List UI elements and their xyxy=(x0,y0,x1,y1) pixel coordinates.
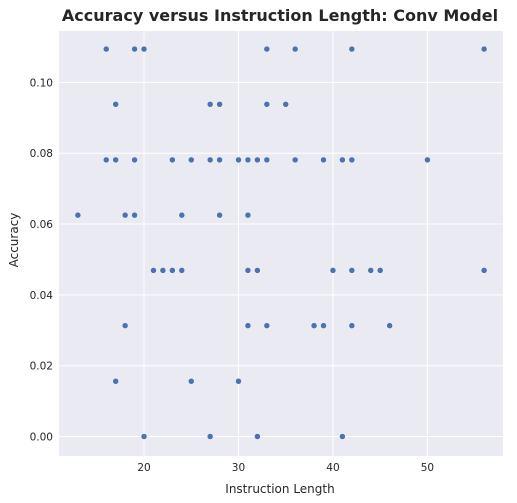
data-point xyxy=(178,267,186,274)
data-point xyxy=(169,156,176,164)
data-point xyxy=(131,156,138,164)
data-point xyxy=(206,156,214,164)
data-point xyxy=(367,267,374,274)
data-point xyxy=(282,101,289,108)
x-tick-label: 40 xyxy=(326,462,339,474)
data-point xyxy=(348,267,356,274)
data-point xyxy=(178,211,186,219)
data-point xyxy=(121,211,129,219)
data-point xyxy=(480,267,488,274)
data-point xyxy=(140,433,148,440)
data-point xyxy=(348,322,356,329)
data-point xyxy=(291,156,299,164)
data-point xyxy=(424,156,431,164)
x-tick-label: 20 xyxy=(137,462,150,474)
plot-area xyxy=(59,31,503,456)
data-point xyxy=(254,267,261,274)
x-tick-labels: 20 30 40 50 xyxy=(137,462,434,474)
data-point xyxy=(263,156,271,164)
data-point xyxy=(121,322,129,329)
data-point xyxy=(244,156,252,164)
y-tick-label: 0.00 xyxy=(30,432,53,444)
data-point xyxy=(244,267,252,274)
x-tick-label: 50 xyxy=(421,462,434,474)
data-point xyxy=(102,45,110,53)
data-point xyxy=(244,322,252,329)
data-point xyxy=(188,156,195,164)
data-point xyxy=(169,267,176,274)
data-point xyxy=(244,211,252,219)
data-point xyxy=(348,45,356,53)
y-tick-label: 0.04 xyxy=(30,290,54,302)
data-point xyxy=(150,267,157,274)
data-point xyxy=(216,156,223,164)
data-point xyxy=(206,433,214,440)
data-point xyxy=(159,267,167,274)
data-point xyxy=(263,101,271,108)
data-point xyxy=(320,156,327,164)
data-point xyxy=(254,433,261,440)
chart-title: Accuracy versus Instruction Length: Conv… xyxy=(62,6,498,25)
y-tick-label: 0.06 xyxy=(30,219,54,231)
data-point xyxy=(386,322,393,329)
data-point xyxy=(112,101,119,108)
x-tick-label: 30 xyxy=(232,462,245,474)
data-point xyxy=(235,378,242,385)
data-point xyxy=(216,101,223,108)
data-point xyxy=(131,45,138,53)
data-point xyxy=(188,378,195,385)
data-point xyxy=(140,45,148,53)
data-point xyxy=(216,211,223,219)
y-tick-label: 0.10 xyxy=(30,77,53,89)
data-point xyxy=(112,378,119,385)
data-point xyxy=(102,156,110,164)
data-point xyxy=(235,156,242,164)
data-point xyxy=(291,45,299,53)
data-point xyxy=(112,156,119,164)
data-point xyxy=(339,156,346,164)
data-point xyxy=(329,267,337,274)
data-point xyxy=(339,433,346,440)
data-point xyxy=(480,45,488,53)
data-point xyxy=(74,211,82,219)
y-axis-label: Accuracy xyxy=(7,213,21,268)
x-axis-label: Instruction Length xyxy=(225,482,334,496)
data-point xyxy=(320,322,327,329)
data-point xyxy=(206,101,214,108)
y-tick-label: 0.02 xyxy=(30,361,53,373)
data-point xyxy=(254,156,261,164)
data-point xyxy=(263,45,271,53)
data-point xyxy=(263,322,271,329)
data-points xyxy=(74,45,488,440)
data-point xyxy=(131,211,138,219)
data-point xyxy=(310,322,318,329)
data-point xyxy=(348,156,356,164)
grid-lines xyxy=(59,31,503,456)
y-tick-labels: 0.00 0.02 0.04 0.06 0.08 0.10 xyxy=(30,77,54,443)
y-tick-label: 0.08 xyxy=(30,148,53,160)
data-point xyxy=(376,267,384,274)
